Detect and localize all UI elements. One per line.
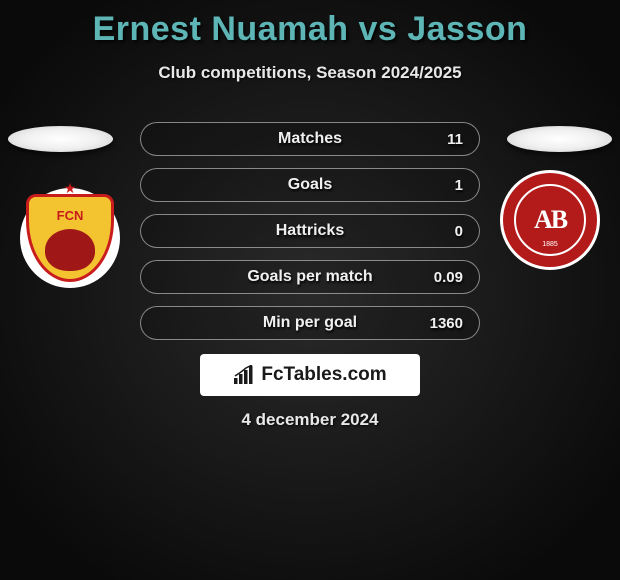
club-right-year: 1885 bbox=[542, 241, 558, 248]
stat-row: Goals per match 0.09 bbox=[140, 260, 480, 294]
stat-label: Hattricks bbox=[276, 222, 344, 240]
stat-value: 1 bbox=[455, 177, 463, 194]
watermark: FcTables.com bbox=[200, 354, 420, 396]
stat-value: 11 bbox=[447, 131, 463, 148]
generation-date: 4 december 2024 bbox=[0, 410, 620, 430]
stat-label: Goals per match bbox=[247, 268, 372, 286]
club-left-code: FCN bbox=[57, 208, 84, 223]
club-badge-right-inner: AB 1885 bbox=[514, 184, 586, 256]
stat-row: Matches 11 bbox=[140, 122, 480, 156]
watermark-text: FcTables.com bbox=[261, 364, 386, 386]
stats-table: Matches 11 Goals 1 Hattricks 0 Goals per match… bbox=[140, 122, 480, 352]
stat-row: Min per goal 1360 bbox=[140, 306, 480, 340]
stat-value: 0 bbox=[455, 223, 463, 240]
player-right-placeholder bbox=[507, 126, 612, 152]
star-icon: ★ bbox=[64, 180, 77, 197]
page-subtitle: Club competitions, Season 2024/2025 bbox=[0, 63, 620, 83]
club-badge-right: AB 1885 bbox=[500, 170, 600, 270]
stat-label: Goals bbox=[288, 176, 332, 194]
player-left-placeholder bbox=[8, 126, 113, 152]
chart-icon bbox=[233, 365, 255, 385]
club-badge-left: ★ FCN bbox=[20, 188, 120, 288]
stat-value: 0.09 bbox=[434, 269, 463, 286]
page-title: Ernest Nuamah vs Jasson bbox=[0, 0, 620, 49]
club-right-code: AB bbox=[534, 205, 566, 235]
lion-icon bbox=[45, 229, 95, 271]
stat-label: Min per goal bbox=[263, 314, 357, 332]
stat-label: Matches bbox=[278, 130, 342, 148]
stat-value: 1360 bbox=[430, 315, 463, 332]
stat-row: Goals 1 bbox=[140, 168, 480, 202]
stat-row: Hattricks 0 bbox=[140, 214, 480, 248]
